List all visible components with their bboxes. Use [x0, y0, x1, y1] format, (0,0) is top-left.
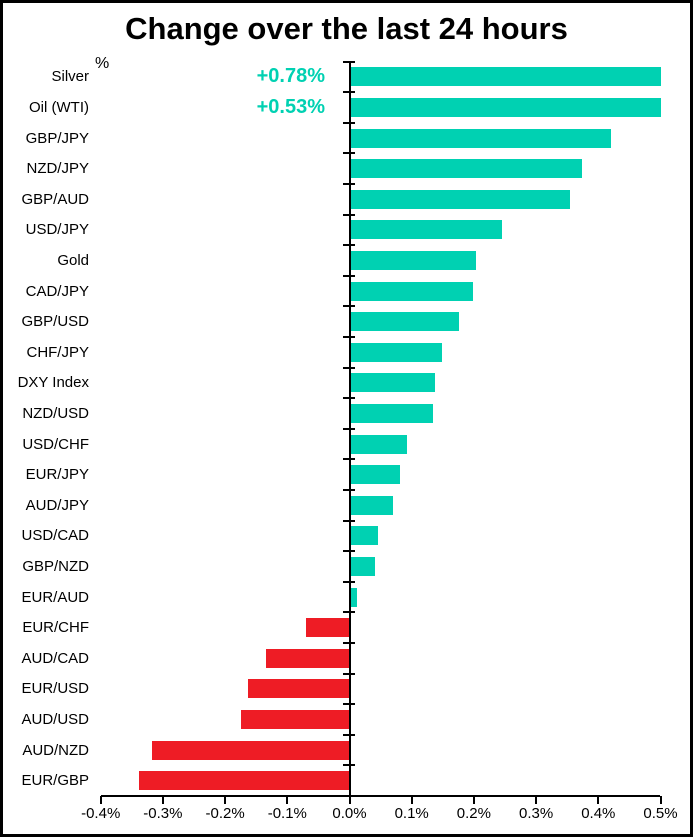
x-axis-tick [597, 796, 600, 804]
category-label: EUR/AUD [21, 588, 89, 606]
category-label: AUD/USD [21, 710, 89, 728]
x-axis-tick [535, 796, 538, 804]
chart-bar-nzd-usd [349, 403, 434, 423]
chart-bar-gbp-jpy [349, 128, 611, 148]
chart-bar-eur-chf [305, 618, 350, 638]
x-tick-label: -0.1% [267, 805, 307, 822]
x-tick-label: 0.1% [394, 805, 429, 822]
chart-bar-chf-jpy [349, 342, 443, 362]
x-tick-label: 0.3% [518, 805, 554, 822]
category-label: GBP/JPY [25, 129, 89, 147]
chart-bar-usd-jpy [349, 220, 502, 240]
x-axis-tick [348, 796, 351, 804]
x-axis-tick [224, 796, 227, 804]
chart-bar-eur-usd [248, 679, 350, 699]
category-label: NZD/USD [22, 404, 89, 422]
chart-bar-eur-aud [349, 587, 357, 607]
category-label: USD/JPY [25, 221, 89, 239]
x-axis-tick [659, 796, 662, 804]
x-tick-label: 0.4% [581, 805, 616, 822]
x-tick-label: -0.2% [205, 805, 245, 822]
chart-bar-eur-jpy [349, 465, 400, 485]
chart-bar-aud-nzd [152, 740, 350, 760]
chart-bar-aud-usd [241, 709, 350, 729]
category-label: GBP/USD [21, 313, 89, 331]
category-label: USD/CAD [21, 527, 89, 545]
category-label: Silver [51, 68, 89, 86]
x-axis-line [100, 795, 661, 797]
category-label: USD/CHF [22, 435, 89, 453]
chart-bar-gbp-aud [349, 189, 571, 209]
category-label: NZD/JPY [26, 160, 89, 178]
chart-bar-aud-cad [265, 648, 350, 668]
category-label: AUD/NZD [22, 741, 89, 759]
x-tick-label: -0.4% [81, 805, 121, 822]
x-axis-tick [161, 796, 164, 804]
category-label: CAD/JPY [25, 282, 89, 300]
category-label: CHF/JPY [26, 343, 89, 361]
x-axis-tick [410, 796, 413, 804]
chart-bar-gbp-nzd [349, 556, 375, 576]
value-annotation: +0.53% [256, 95, 325, 118]
chart-bar-dxy-index [349, 373, 436, 393]
category-label: DXY Index [17, 374, 89, 392]
category-label: AUD/JPY [25, 496, 89, 514]
chart-bar-cad-jpy [349, 281, 473, 301]
chart-bar-gbp-usd [349, 312, 459, 332]
category-label: EUR/USD [21, 680, 89, 698]
chart-bar-usd-cad [349, 526, 379, 546]
chart-bar-silver [349, 67, 661, 87]
chart-bar-gold [349, 250, 476, 270]
chart-bar-oil-wti- [349, 97, 661, 117]
percent-axis-label: % [95, 55, 110, 72]
chart-bar-usd-chf [349, 434, 407, 454]
value-annotation: +0.78% [256, 65, 325, 88]
chart-title: Change over the last 24 hours [125, 11, 568, 46]
category-label: Gold [57, 251, 89, 269]
x-tick-label: -0.3% [143, 805, 183, 822]
x-tick-label: 0.2% [456, 805, 491, 822]
zero-axis-line [348, 61, 351, 796]
category-label: GBP/NZD [22, 557, 89, 575]
x-tick-label: 0.0% [332, 805, 367, 822]
category-label: GBP/AUD [21, 190, 89, 208]
category-label: AUD/CAD [21, 649, 89, 667]
x-axis-tick [286, 796, 289, 804]
x-tick-label: 0.5% [643, 805, 678, 822]
category-label: EUR/CHF [22, 619, 89, 637]
category-label: EUR/GBP [21, 772, 89, 790]
chart-bar-nzd-jpy [349, 159, 583, 179]
category-label: Oil (WTI) [29, 98, 89, 116]
chart-bar-eur-gbp [139, 771, 350, 791]
category-label: EUR/JPY [25, 466, 89, 484]
chart-bar-aud-jpy [349, 495, 394, 515]
x-axis-tick [99, 796, 102, 804]
x-axis-tick [472, 796, 475, 804]
